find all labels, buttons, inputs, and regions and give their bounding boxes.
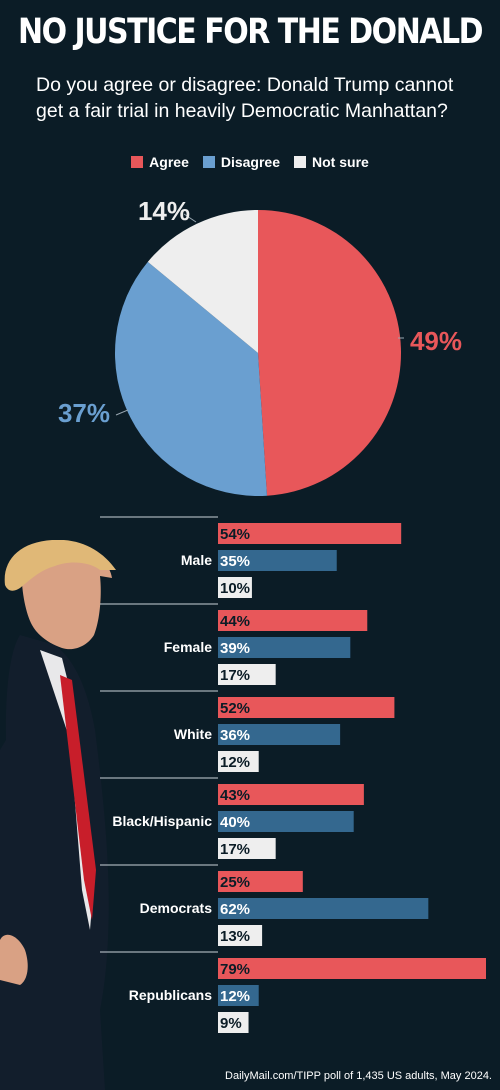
bar-disagree [218, 724, 341, 745]
bar-value-label: 12% [220, 988, 250, 1005]
bar-value-label: 17% [220, 667, 250, 684]
bar-not-sure [218, 925, 263, 946]
source-note: DailyMail.com/TIPP poll of 1,435 US adul… [225, 1070, 492, 1082]
bar-value-label: 54% [220, 526, 250, 543]
category-label: Democrats [140, 900, 213, 916]
bar-agree [218, 523, 402, 544]
pie-slice-not-sure [147, 210, 258, 353]
legend-swatch-disagree [202, 156, 215, 168]
bar-value-label: 79% [220, 961, 250, 978]
pie-label-agree: 49% [410, 326, 462, 356]
bar-value-label: 13% [220, 928, 250, 945]
category-label: Female [164, 639, 212, 655]
bar-not-sure [218, 664, 276, 685]
legend-swatch-not-sure [294, 156, 307, 168]
legend-label-agree: Agree [149, 154, 189, 170]
bar-value-label: 25% [220, 874, 250, 891]
bar-agree [218, 610, 368, 631]
category-label: Republicans [129, 987, 212, 1003]
bar-value-label: 9% [220, 1015, 242, 1032]
bar-value-label: 35% [220, 553, 250, 570]
bar-agree [218, 784, 364, 805]
bar-value-label: 39% [220, 640, 250, 657]
bar-value-label: 17% [220, 841, 250, 858]
category-label: White [174, 726, 212, 742]
bar-value-label: 62% [220, 901, 250, 918]
bar-disagree [218, 985, 259, 1006]
chart-subtitle: Do you agree or disagree: Donald Trump c… [36, 74, 454, 122]
pie-chart: 49% 37% 14% [58, 196, 462, 496]
chart-title: NO JUSTICE FOR THE DONALD [17, 12, 484, 53]
bar-not-sure [218, 1012, 249, 1033]
bar-chart: Male 54% 35% 10% Female 44% 39% 17% White 52% 36% 1… [100, 516, 486, 1033]
bar-value-label: 44% [220, 613, 250, 630]
pie-label-not-sure: 14% [138, 196, 190, 226]
bar-not-sure [218, 577, 252, 598]
bar-not-sure [218, 751, 259, 772]
category-label: Black/Hispanic [112, 813, 212, 829]
bar-value-label: 36% [220, 727, 250, 744]
legend-label-disagree: Disagree [220, 154, 281, 170]
legend-item-agree: Agree [131, 154, 189, 170]
pie-leader-line [115, 409, 129, 416]
bar-agree [218, 958, 486, 979]
bar-agree [218, 697, 395, 718]
pie-leader-line [183, 213, 197, 223]
bar-disagree [218, 811, 354, 832]
bar-value-label: 43% [220, 787, 250, 804]
bar-value-label: 52% [220, 700, 250, 717]
pie-label-disagree: 37% [58, 398, 110, 428]
legend-item-disagree: Disagree [202, 154, 281, 170]
bar-agree [218, 871, 303, 892]
legend-swatch-agree [131, 156, 144, 168]
bar-not-sure [218, 838, 276, 859]
bar-value-label: 12% [220, 754, 250, 771]
category-label: Male [181, 552, 212, 568]
bar-value-label: 40% [220, 814, 250, 831]
pie-slice-agree [258, 210, 402, 496]
legend-label-not-sure: Not sure [312, 154, 369, 170]
legend: Agree Disagree Not sure [0, 154, 500, 170]
bar-value-label: 10% [220, 580, 250, 597]
bar-disagree [218, 898, 429, 919]
bar-disagree [218, 550, 337, 571]
person-photo [0, 540, 116, 1090]
bar-disagree [218, 637, 351, 658]
legend-item-not-sure: Not sure [294, 154, 369, 170]
pie-slice-disagree [114, 261, 267, 496]
